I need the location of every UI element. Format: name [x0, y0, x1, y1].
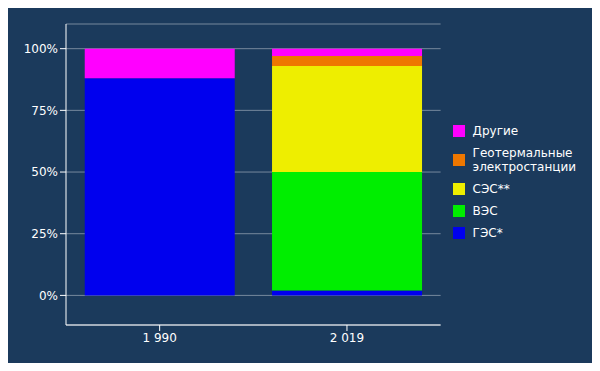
svg-text:1 990: 1 990	[142, 331, 176, 345]
html-text:Геотермальные электростанции: Геотермальные электростанции	[472, 145, 576, 174]
html-text:ГЭС*: ГЭС*	[472, 225, 503, 240]
svg-text:75%: 75%	[31, 104, 58, 118]
html-text:Другие: Другие	[472, 123, 519, 138]
svg-text:100%: 100%	[24, 42, 58, 56]
svg-text:2 019: 2 019	[330, 331, 364, 345]
svg-text:25%: 25%	[31, 227, 58, 241]
html-text:ВЭС: ВЭС	[472, 203, 498, 218]
svg-text:0%: 0%	[39, 289, 58, 303]
html-text:СЭС**: СЭС**	[472, 181, 510, 196]
svg-text:50%: 50%	[31, 165, 58, 179]
